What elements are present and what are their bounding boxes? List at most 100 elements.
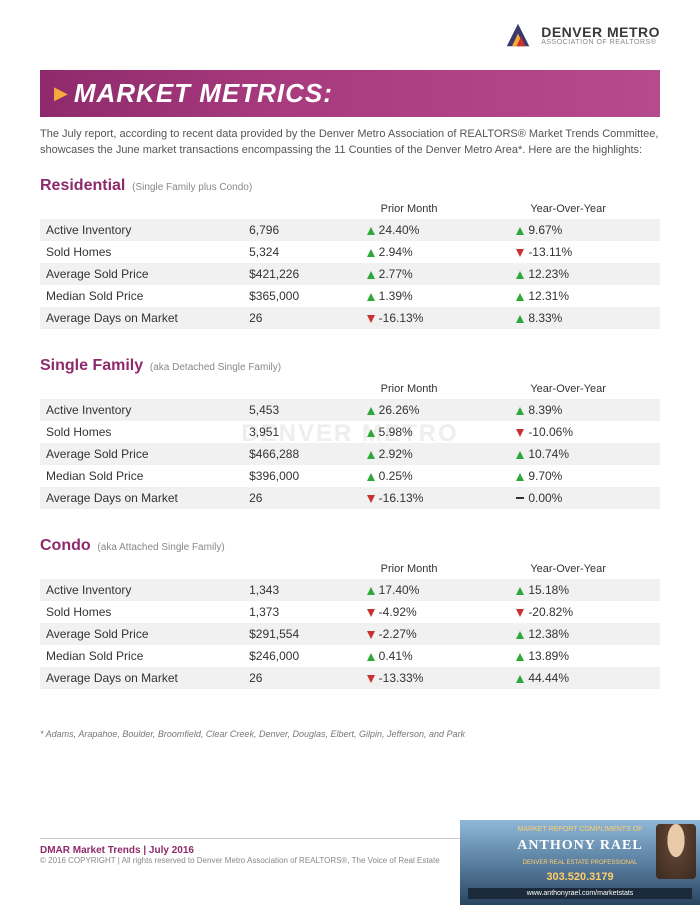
- footnote: * Adams, Arapahoe, Boulder, Broomfield, …: [40, 729, 660, 739]
- row-yoy: 9.67%: [510, 219, 660, 241]
- section: Single Family (aka Detached Single Famil…: [40, 357, 660, 509]
- section-title: Condo: [40, 537, 91, 554]
- trend-up-icon: [367, 653, 375, 661]
- table-row: Average Sold Price$421,2262.77%12.23%: [40, 263, 660, 285]
- section-title: Single Family: [40, 357, 143, 374]
- row-prior-month: 0.25%: [361, 465, 511, 487]
- row-value: $421,226: [243, 263, 361, 285]
- row-prior-month: 26.26%: [361, 399, 511, 421]
- trend-up-icon: [516, 587, 524, 595]
- row-yoy: 8.33%: [510, 307, 660, 329]
- row-value: 3,951: [243, 421, 361, 443]
- logo-text-1: DENVER METRO: [541, 25, 660, 39]
- col-header-prior-month: Prior Month: [361, 199, 511, 219]
- trend-down-icon: [367, 675, 375, 683]
- ad-card: MARKET REPORT COMPLIMENTS OF ANTHONY RAE…: [460, 820, 700, 905]
- trend-up-icon: [516, 631, 524, 639]
- banner: ▶ MARKET METRICS:: [40, 70, 660, 117]
- trend-up-icon: [516, 451, 524, 459]
- row-yoy: 8.39%: [510, 399, 660, 421]
- section-subtitle: (aka Attached Single Family): [95, 542, 225, 553]
- col-header-yoy: Year-Over-Year: [510, 199, 660, 219]
- row-label: Active Inventory: [40, 399, 243, 421]
- row-prior-month: 5.98%: [361, 421, 511, 443]
- trend-up-icon: [367, 271, 375, 279]
- row-prior-month: 1.39%: [361, 285, 511, 307]
- row-label: Average Days on Market: [40, 667, 243, 689]
- trend-up-icon: [516, 473, 524, 481]
- row-label: Average Days on Market: [40, 487, 243, 509]
- row-prior-month: 24.40%: [361, 219, 511, 241]
- row-value: $466,288: [243, 443, 361, 465]
- trend-up-icon: [516, 271, 524, 279]
- row-yoy: 12.23%: [510, 263, 660, 285]
- row-yoy: 0.00%: [510, 487, 660, 509]
- header-logo: DENVER METRO ASSOCIATION OF REALTORS®: [40, 20, 660, 50]
- ad-avatar: [656, 824, 696, 879]
- table-row: Median Sold Price$365,0001.39%12.31%: [40, 285, 660, 307]
- row-value: 26: [243, 487, 361, 509]
- row-yoy: -13.11%: [510, 241, 660, 263]
- trend-up-icon: [367, 227, 375, 235]
- row-value: 1,373: [243, 601, 361, 623]
- trend-down-icon: [367, 495, 375, 503]
- intro-text: The July report, according to recent dat…: [40, 127, 660, 159]
- footer-copyright: © 2016 COPYRIGHT | All rights reserved t…: [40, 856, 440, 865]
- trend-up-icon: [516, 407, 524, 415]
- trend-down-icon: [516, 429, 524, 437]
- table-row: Average Days on Market26-16.13%8.33%: [40, 307, 660, 329]
- row-value: 5,453: [243, 399, 361, 421]
- row-value: 26: [243, 307, 361, 329]
- row-label: Sold Homes: [40, 421, 243, 443]
- logo-icon: [503, 20, 533, 50]
- table-row: Active Inventory6,79624.40%9.67%: [40, 219, 660, 241]
- trend-up-icon: [516, 653, 524, 661]
- trend-flat-icon: [516, 497, 524, 499]
- trend-down-icon: [367, 609, 375, 617]
- row-label: Average Sold Price: [40, 263, 243, 285]
- table-row: Sold Homes5,3242.94%-13.11%: [40, 241, 660, 263]
- table-row: Average Days on Market26-16.13%0.00%: [40, 487, 660, 509]
- trend-up-icon: [367, 293, 375, 301]
- row-label: Median Sold Price: [40, 645, 243, 667]
- row-value: 6,796: [243, 219, 361, 241]
- metrics-table: Prior MonthYear-Over-YearActive Inventor…: [40, 199, 660, 329]
- trend-up-icon: [516, 293, 524, 301]
- trend-down-icon: [516, 249, 524, 257]
- trend-up-icon: [367, 451, 375, 459]
- row-value: 1,343: [243, 579, 361, 601]
- banner-title: MARKET METRICS:: [74, 78, 333, 109]
- table-row: Average Days on Market26-13.33%44.44%: [40, 667, 660, 689]
- section-subtitle: (Single Family plus Condo): [129, 182, 252, 193]
- row-yoy: 44.44%: [510, 667, 660, 689]
- table-row: Average Sold Price$291,554-2.27%12.38%: [40, 623, 660, 645]
- row-prior-month: -4.92%: [361, 601, 511, 623]
- row-yoy: -10.06%: [510, 421, 660, 443]
- row-label: Sold Homes: [40, 241, 243, 263]
- row-yoy: 10.74%: [510, 443, 660, 465]
- trend-up-icon: [367, 407, 375, 415]
- row-label: Active Inventory: [40, 219, 243, 241]
- trend-up-icon: [367, 473, 375, 481]
- trend-up-icon: [367, 249, 375, 257]
- row-yoy: -20.82%: [510, 601, 660, 623]
- metrics-table: Prior MonthYear-Over-YearActive Inventor…: [40, 379, 660, 509]
- col-header-prior-month: Prior Month: [361, 559, 511, 579]
- table-row: Sold Homes3,9515.98%-10.06%: [40, 421, 660, 443]
- row-prior-month: -16.13%: [361, 487, 511, 509]
- table-row: Active Inventory1,34317.40%15.18%: [40, 579, 660, 601]
- trend-up-icon: [367, 429, 375, 437]
- table-row: Sold Homes1,373-4.92%-20.82%: [40, 601, 660, 623]
- row-value: 5,324: [243, 241, 361, 263]
- row-value: 26: [243, 667, 361, 689]
- row-label: Average Sold Price: [40, 443, 243, 465]
- trend-up-icon: [516, 227, 524, 235]
- table-row: Average Sold Price$466,2882.92%10.74%: [40, 443, 660, 465]
- ad-url: www.anthonyrael.com/marketstats: [468, 888, 692, 899]
- table-row: Median Sold Price$396,0000.25%9.70%: [40, 465, 660, 487]
- row-label: Median Sold Price: [40, 285, 243, 307]
- trend-down-icon: [367, 315, 375, 323]
- row-value: $365,000: [243, 285, 361, 307]
- section: Condo (aka Attached Single Family) Prior …: [40, 537, 660, 689]
- metrics-table: Prior MonthYear-Over-YearActive Inventor…: [40, 559, 660, 689]
